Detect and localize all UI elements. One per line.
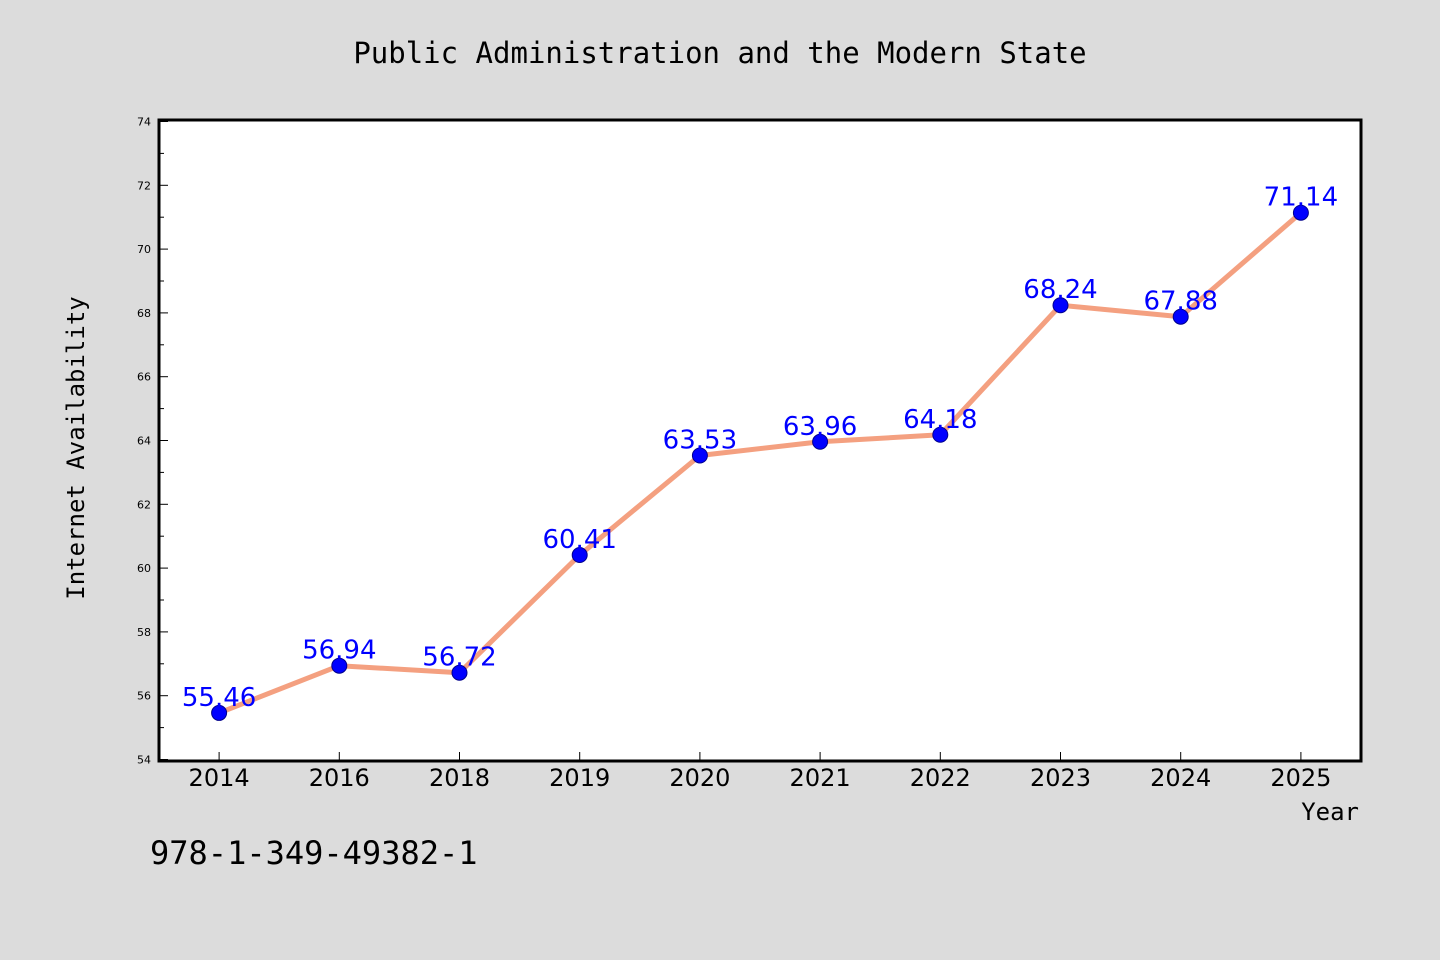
y-tick-label: 64	[137, 435, 151, 448]
data-label: 56.94	[302, 636, 376, 666]
x-tick-label: 2018	[429, 764, 490, 792]
x-tick-label: 2014	[189, 764, 250, 792]
series-line	[218, 210, 1303, 716]
data-point	[211, 704, 228, 721]
x-tick-label: 2016	[309, 764, 370, 792]
chart-title: Public Administration and the Modern Sta…	[353, 36, 1086, 70]
y-tick-label: 54	[137, 754, 151, 767]
y-tick-label: 62	[137, 498, 151, 511]
data-labels: 55.46 56.94 56.72 60.41 63.53 63.96 64.18 68.24…	[182, 183, 1338, 713]
x-tick-label: 2020	[669, 764, 730, 792]
x-tick-label: 2023	[1030, 764, 1091, 792]
data-point	[691, 447, 708, 464]
plot-area	[157, 118, 1363, 763]
y-tick-label: 66	[137, 371, 151, 384]
data-label: 64.18	[903, 405, 977, 435]
y-tick-label: 70	[137, 243, 151, 256]
data-label: 63.53	[663, 425, 737, 455]
x-axis: 2014 2016 2018 2019 2020 2021 2022 2023 2024 2025	[189, 752, 1331, 792]
x-tick-label: 2019	[549, 764, 610, 792]
y-tick-label: 72	[137, 179, 151, 192]
isbn-text: 978-1-349-49382-1	[150, 834, 478, 872]
data-point	[451, 664, 468, 681]
data-point	[331, 657, 348, 674]
x-tick-label: 2021	[790, 764, 851, 792]
data-label: 55.46	[182, 683, 256, 713]
data-label: 67.88	[1143, 287, 1217, 317]
x-tick-label: 2025	[1270, 764, 1331, 792]
y-tick-label: 68	[137, 307, 151, 320]
y-tick-label: 56	[137, 690, 151, 703]
data-label: 71.14	[1264, 183, 1338, 213]
data-point	[1172, 308, 1189, 325]
data-point	[1052, 297, 1069, 314]
data-point	[1292, 204, 1309, 221]
x-tick-label: 2024	[1150, 764, 1211, 792]
y-axis-title: Internet Availability	[62, 296, 90, 599]
x-axis-title: Year	[1301, 798, 1359, 826]
series-markers	[211, 204, 1309, 721]
x-tick-label: 2022	[910, 764, 971, 792]
y-tick-label: 60	[137, 562, 151, 575]
y-axis: 54 56 58 60 62 64 66 68 70 72 74	[137, 116, 168, 767]
y-tick-label: 74	[137, 116, 151, 129]
data-label: 68.24	[1023, 275, 1097, 305]
data-label: 56.72	[422, 643, 496, 673]
data-point	[571, 547, 588, 564]
y-tick-label: 58	[137, 626, 151, 639]
data-point	[932, 426, 949, 443]
data-point	[812, 433, 829, 450]
data-label: 60.41	[542, 525, 616, 555]
data-label: 63.96	[783, 412, 857, 442]
